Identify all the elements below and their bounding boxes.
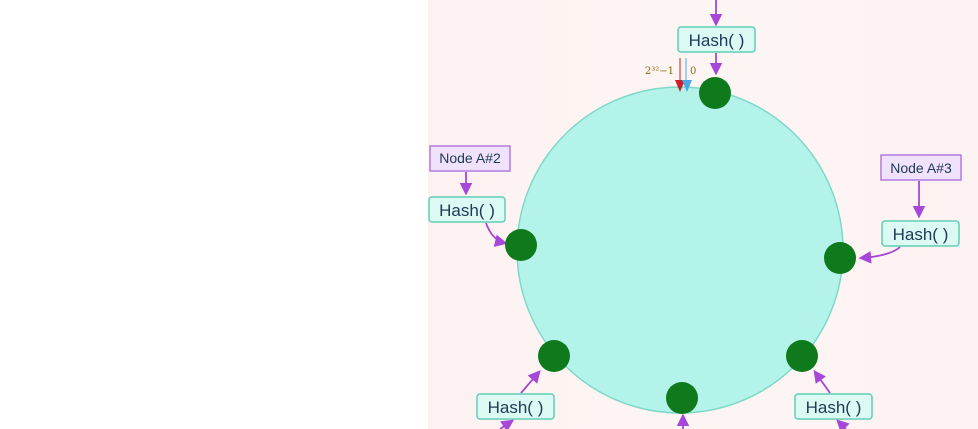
node-dot-right [824, 242, 856, 274]
arrow-into-hash-bottom-left [499, 419, 515, 429]
node-dot-top [699, 77, 731, 109]
node-box-a3-label: Node A#3 [890, 160, 952, 176]
node-box-a3 [880, 154, 962, 181]
ring-label-zero: 0 [690, 66, 696, 77]
node-dot-bottom [666, 382, 698, 414]
ring-label-max: 2³²−1 [645, 66, 674, 77]
marker-arrow-max [675, 80, 685, 92]
blank-left-area [0, 0, 428, 429]
node-dot-bottom-left [538, 340, 570, 372]
hash-box-right [881, 220, 960, 247]
hash-box-top-label: Hash( ) [689, 31, 745, 50]
arrow-hash-left-to-node [485, 222, 508, 247]
hash-box-left-label: Hash( ) [439, 201, 495, 220]
consistent-hashing-diagram: Hash( ) 2³²−1 0 Node A#2 Hash( ) Node A#… [428, 0, 978, 429]
hash-box-bottom-left [476, 393, 555, 420]
hash-box-right-label: Hash( ) [893, 225, 949, 244]
hash-box-top [677, 26, 756, 53]
node-box-a2-label: Node A#2 [439, 150, 501, 166]
hash-box-bottom-left-label: Hash( ) [488, 398, 544, 417]
marker-arrow-zero [682, 80, 692, 92]
node-dot-left [505, 229, 537, 261]
hash-ring-svg: Hash( ) 2³²−1 0 Node A#2 Hash( ) Node A#… [428, 0, 962, 429]
arrow-hash-bottom-right-to-node [813, 369, 831, 394]
arrow-hash-bottom-left-to-node [520, 370, 541, 394]
node-box-a2 [429, 145, 511, 172]
hash-box-bottom-right-label: Hash( ) [806, 398, 862, 417]
arrow-into-hash-bottom-right [836, 419, 850, 429]
arrow-hash-right-to-node [858, 246, 901, 264]
hash-box-bottom-right [794, 393, 873, 420]
hash-box-left [428, 196, 506, 223]
node-dot-bottom-right [786, 340, 818, 372]
